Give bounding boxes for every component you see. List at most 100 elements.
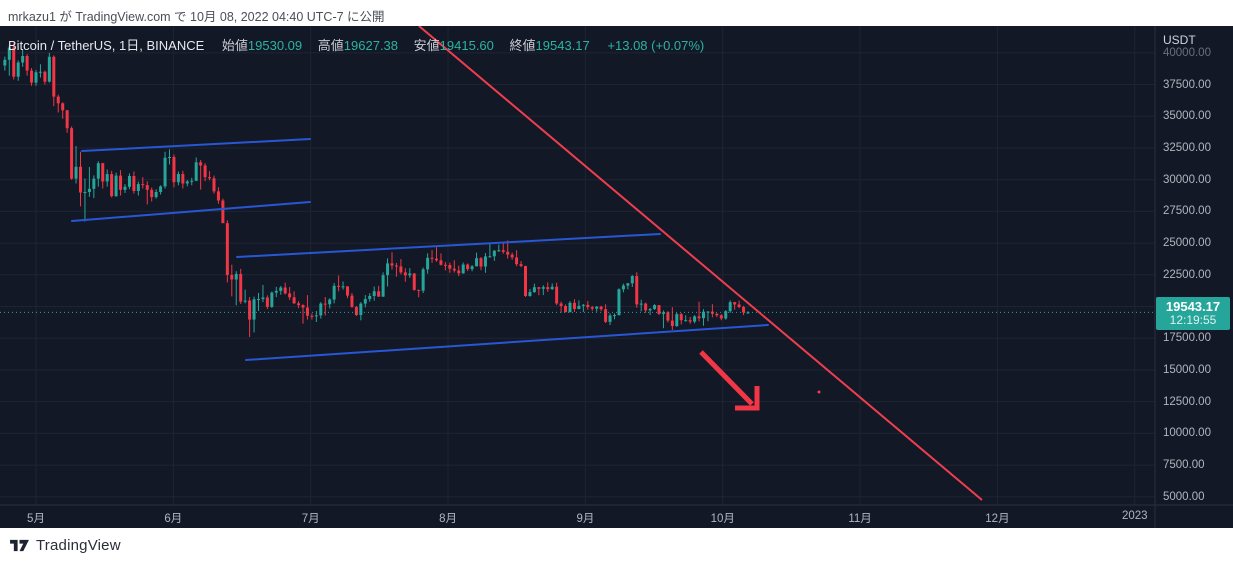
candle-body (479, 258, 483, 267)
down-arrow-shaft[interactable] (699, 350, 754, 406)
open-value: 19530.09 (247, 38, 303, 53)
candle-body (666, 312, 670, 321)
close-label: 終値 (509, 38, 536, 53)
candle-body (323, 303, 327, 305)
candle-body (506, 251, 510, 255)
downtrend-line[interactable] (418, 26, 983, 501)
time-tick-label: 8月 (439, 513, 457, 525)
candle-body (675, 314, 679, 327)
candle-body (203, 165, 207, 178)
candle-body (430, 257, 434, 259)
chart-canvas[interactable] (0, 26, 1233, 528)
candle-body (168, 156, 171, 158)
candle-body (394, 265, 398, 267)
candle-body (92, 178, 96, 189)
candle-body (257, 299, 260, 301)
candle-body (559, 303, 563, 307)
candle-body (377, 291, 381, 297)
candle-body (639, 303, 643, 305)
candle-body (150, 189, 154, 198)
candle-body (630, 276, 634, 284)
candle-body (488, 256, 492, 258)
candle-body (564, 306, 568, 313)
candle-body (194, 162, 198, 181)
candle-body (475, 258, 479, 267)
candle-body (3, 59, 7, 66)
candle-body (314, 315, 318, 317)
candle-body (297, 303, 301, 306)
price-axis[interactable]: USDT 19543.17 12:19:55 40000.00 37500.00 3… (1155, 26, 1233, 528)
candle-body (172, 156, 176, 183)
candle-body (724, 311, 728, 319)
candle-body (719, 315, 723, 319)
price-tick-label: 17500.00 (1163, 332, 1211, 345)
current-price-label: 19543.17 12:19:55 (1156, 297, 1230, 331)
candle-body (452, 268, 456, 271)
candle-body (61, 103, 65, 111)
time-axis[interactable]: 5月 6月 7月 8月 9月 10月 11月 12月 2023 (0, 505, 1233, 528)
candle-body (524, 266, 527, 296)
tradingview-logo-icon (10, 539, 29, 552)
candle-body (653, 305, 657, 310)
channel-2-upper-trendline[interactable] (236, 233, 661, 258)
current-price-value: 19543.17 (1165, 299, 1221, 315)
candle-body (239, 273, 243, 302)
candle-body (702, 311, 705, 319)
candle-body (657, 305, 661, 314)
candle-body (363, 299, 367, 304)
candle-body (288, 293, 292, 298)
time-tick-label: 9月 (576, 513, 595, 525)
candle-body (550, 286, 554, 290)
candle-body (243, 300, 247, 302)
low-value: 19415.60 (439, 38, 494, 53)
change-value: +13.08 (+0.07%) (607, 38, 705, 53)
candle-body (30, 70, 34, 83)
close-value: 19543.17 (535, 38, 590, 53)
candle-body (595, 306, 599, 309)
candle-body (381, 275, 385, 297)
high-value: 19627.38 (343, 38, 399, 53)
candle-body (728, 302, 732, 312)
candle-body (461, 264, 465, 274)
candle-body (604, 309, 608, 322)
candle-body (16, 62, 20, 77)
channel-2-lower-trendline[interactable] (245, 324, 769, 361)
candle-body (577, 305, 581, 310)
time-tick-label: 11月 (848, 513, 872, 525)
candle-body (274, 290, 278, 293)
currency-label: USDT (1163, 33, 1196, 47)
candle-body (621, 285, 625, 290)
price-tick-label: 30000.00 (1163, 173, 1211, 186)
candle-body (145, 185, 149, 190)
tradingview-wordmark: TradingView (36, 537, 121, 554)
candle-body (70, 128, 74, 179)
chart-panel[interactable]: Bitcoin / TetherUS, 1日, BINANCE 始値19530.… (0, 26, 1233, 528)
candle-body (154, 191, 158, 198)
candle-body (105, 174, 109, 182)
down-arrow-head[interactable] (735, 386, 760, 411)
candle-body (586, 304, 590, 308)
channel-1-upper-trendline[interactable] (81, 138, 311, 152)
candle-body (608, 315, 612, 322)
candle-body (421, 269, 425, 291)
candle-body (661, 312, 665, 314)
candle-body (43, 71, 47, 82)
candle-body (141, 184, 145, 186)
candle-body (248, 300, 252, 320)
candle-body (176, 173, 180, 183)
candle-body (572, 302, 576, 310)
candle-body (715, 313, 719, 316)
tradingview-brand-link[interactable]: TradingView (10, 537, 121, 554)
candle-body (127, 176, 131, 187)
candle-body (390, 263, 394, 266)
candle-body (350, 295, 354, 308)
candle-body (34, 72, 38, 83)
candle-body (439, 260, 443, 265)
candle-body (635, 276, 639, 305)
candle-body (648, 309, 652, 311)
candle-body (261, 297, 265, 300)
candle-body (136, 184, 140, 191)
channel-1-lower-trendline[interactable] (71, 201, 311, 222)
candle-body (65, 110, 69, 129)
candle-body (337, 285, 341, 287)
